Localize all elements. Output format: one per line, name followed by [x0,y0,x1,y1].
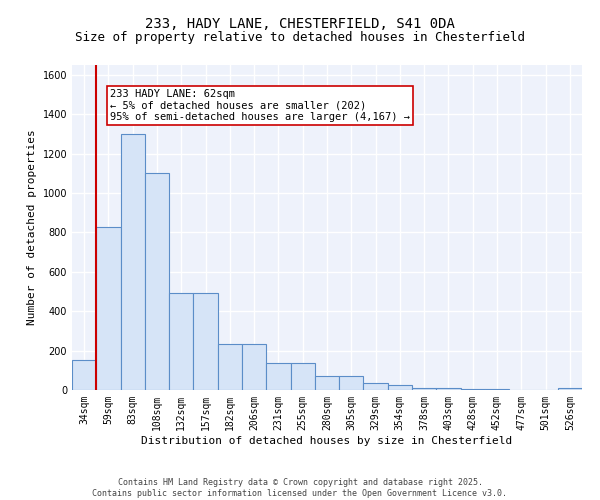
Bar [96,226,121,390]
X-axis label: Distribution of detached houses by size in Chesterfield: Distribution of detached houses by size … [142,436,512,446]
Bar [461,389,485,390]
Y-axis label: Number of detached properties: Number of detached properties [27,130,37,326]
Bar [169,294,193,390]
Bar [72,360,96,390]
Text: Size of property relative to detached houses in Chesterfield: Size of property relative to detached ho… [75,31,525,44]
Bar [242,344,266,390]
Text: 233, HADY LANE, CHESTERFIELD, S41 0DA: 233, HADY LANE, CHESTERFIELD, S41 0DA [145,18,455,32]
Text: 233 HADY LANE: 62sqm
← 5% of detached houses are smaller (202)
95% of semi-detac: 233 HADY LANE: 62sqm ← 5% of detached ho… [110,88,410,122]
Bar [145,174,169,390]
Bar [388,385,412,390]
Bar [412,388,436,390]
Bar [121,134,145,390]
Bar [558,388,582,390]
Text: Contains HM Land Registry data © Crown copyright and database right 2025.
Contai: Contains HM Land Registry data © Crown c… [92,478,508,498]
Bar [436,388,461,390]
Bar [193,294,218,390]
Bar [364,383,388,390]
Bar [218,344,242,390]
Bar [339,376,364,390]
Bar [266,364,290,390]
Bar [315,376,339,390]
Bar [290,364,315,390]
